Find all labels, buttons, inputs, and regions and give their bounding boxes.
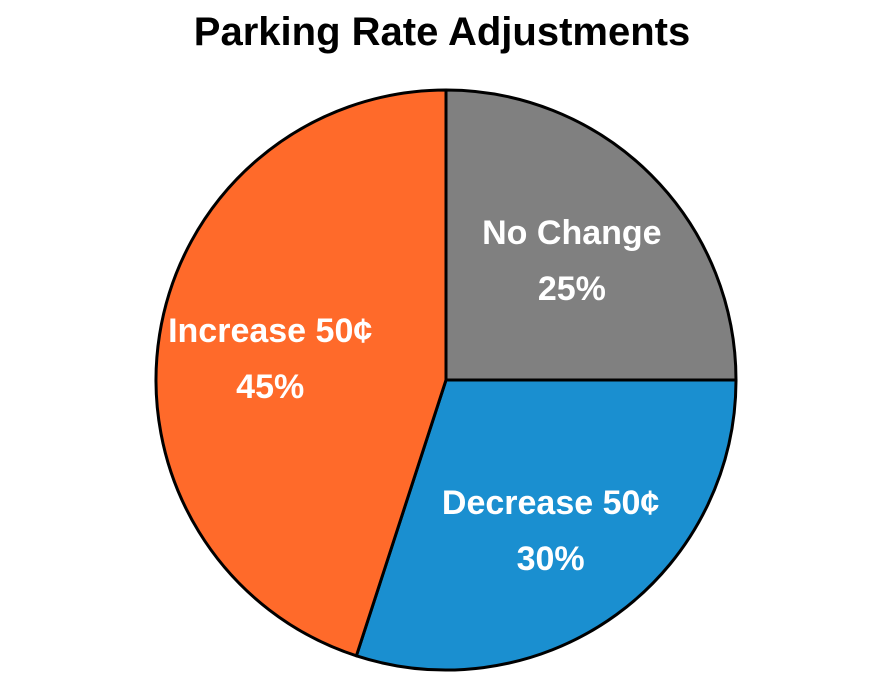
pie-labels: No Change 25% Decrease 50¢ 30% Increase 50¢ 4… [168,214,661,578]
pie-slice-value-0: 25% [538,270,606,308]
pie-slice-value-2: 45% [236,368,304,406]
pie-slice-label-0: No Change [482,214,661,252]
pie-slice-value-1: 30% [517,540,585,578]
chart-title: Parking Rate Adjustments [193,10,691,54]
pie-slice-0 [444,88,738,382]
pie-slices [154,88,738,672]
pie-slice-label-1: Decrease 50¢ [442,484,660,522]
pie-slice-label-2: Increase 50¢ [168,312,372,350]
pie-slice-1 [354,378,738,672]
pie-slice-2 [154,88,448,658]
